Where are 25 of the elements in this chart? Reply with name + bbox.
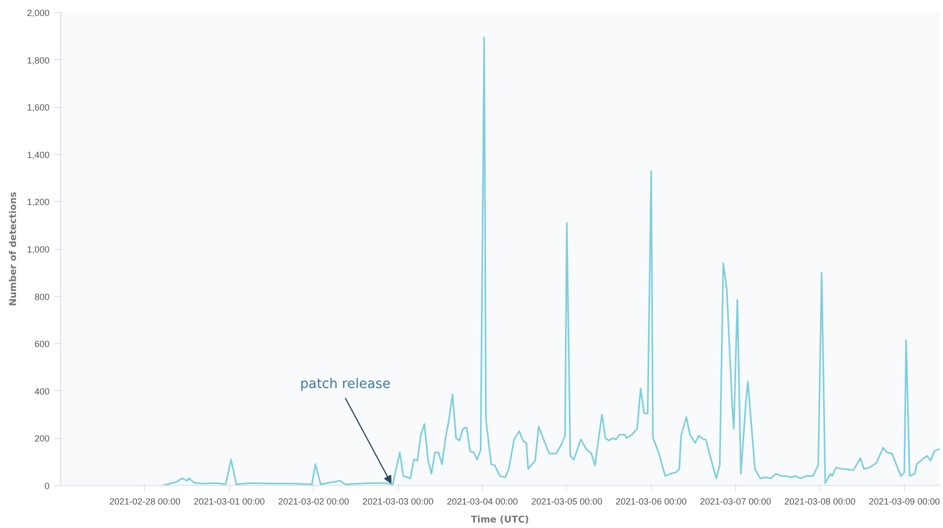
y-tick-label: 600 xyxy=(34,339,50,350)
x-tick-label: 2021-03-03 00:00 xyxy=(362,496,434,506)
x-tick-label: 2021-03-09 00:00 xyxy=(868,496,940,506)
y-tick-label: 200 xyxy=(34,434,50,444)
x-tick-label: 2021-03-08 00:00 xyxy=(784,496,856,506)
y-tick-label: 400 xyxy=(34,386,50,396)
y-tick-label: 2,000 xyxy=(26,8,50,18)
y-tick-label: 1,400 xyxy=(26,150,50,160)
y-axis-title: Number of detections xyxy=(8,191,19,306)
annotation: patch release xyxy=(300,376,391,392)
x-tick-label: 2021-03-07 00:00 xyxy=(700,496,772,506)
y-tick-label: 1,000 xyxy=(26,244,50,254)
x-tick-label: 2021-03-05 00:00 xyxy=(531,496,602,506)
x-axis-title: Time (UTC) xyxy=(470,514,530,526)
y-tick-label: 1,600 xyxy=(26,102,50,113)
x-tick-label: 2021-03-06 00:00 xyxy=(616,496,687,506)
y-tick-label: 800 xyxy=(34,292,50,302)
x-tick-label: 2021-03-02 00:00 xyxy=(278,496,350,506)
x-tick-label: 2021-02-28 00:00 xyxy=(109,496,180,506)
x-tick-label: 2021-03-04 00:00 xyxy=(446,496,518,506)
y-tick-label: 1,800 xyxy=(26,55,50,66)
y-tick-label: 1,200 xyxy=(26,197,50,208)
line-series xyxy=(162,36,940,486)
y-tick-label: 0 xyxy=(44,481,50,491)
x-tick-label: 2021-03-01 00:00 xyxy=(194,496,265,506)
